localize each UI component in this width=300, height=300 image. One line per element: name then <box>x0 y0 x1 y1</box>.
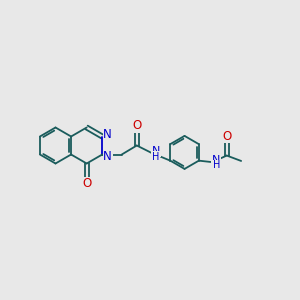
Text: O: O <box>132 119 141 132</box>
Text: N: N <box>103 128 112 141</box>
Text: H: H <box>152 152 160 162</box>
Text: O: O <box>222 130 231 142</box>
Text: O: O <box>82 177 91 190</box>
Text: N: N <box>212 155 220 165</box>
Text: H: H <box>212 160 220 170</box>
Text: N: N <box>152 146 160 156</box>
Text: N: N <box>103 150 112 163</box>
